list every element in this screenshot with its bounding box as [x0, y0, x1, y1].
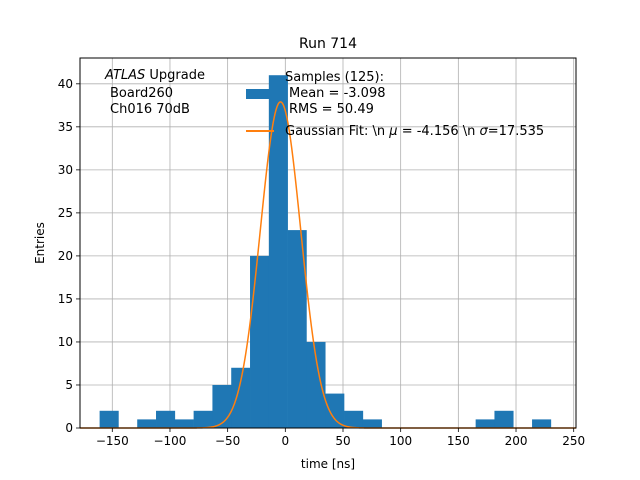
- y-tick-label: 5: [65, 378, 73, 392]
- histogram-bar: [344, 410, 364, 428]
- grid-lines: [80, 58, 576, 429]
- channel-label: Ch016 70dB: [110, 102, 190, 117]
- histogram-bar: [99, 410, 119, 428]
- y-tick-label: 30: [58, 163, 73, 177]
- legend-samples-swatch: [246, 89, 274, 99]
- y-tick-label: 10: [58, 335, 73, 349]
- x-tick-label: 0: [282, 434, 290, 448]
- histogram-bar: [287, 230, 307, 428]
- y-axis-ticks: 0 5 10 15 20 25 30 35 40: [58, 77, 80, 435]
- y-tick-label: 15: [58, 292, 73, 306]
- y-tick-label: 35: [58, 120, 73, 134]
- histogram-bar: [306, 341, 326, 428]
- x-tick-label: −150: [96, 434, 129, 448]
- legend-fit-label: Gaussian Fit: \n μ = -4.156 \n σ=17.535: [285, 124, 544, 139]
- y-tick-label: 0: [65, 421, 73, 435]
- legend-fit-mu: μ: [388, 124, 397, 139]
- x-tick-label: 100: [389, 434, 412, 448]
- histogram-bar: [362, 419, 382, 428]
- histogram-bar: [231, 367, 251, 428]
- histogram-bar: [137, 419, 157, 428]
- histogram-bar: [250, 255, 270, 428]
- legend-fit-suffix: =17.535: [488, 124, 544, 139]
- board-label: Board260: [110, 86, 173, 101]
- histogram-bar: [268, 75, 288, 429]
- legend-fit-prefix: Gaussian Fit: \n: [285, 124, 389, 139]
- y-tick-label: 25: [58, 206, 73, 220]
- histogram-bar: [325, 393, 345, 428]
- y-axis-label: Entries: [33, 222, 47, 264]
- x-axis-ticks: −150 −100 −50 0 50 100 150 200 250: [96, 428, 585, 448]
- chart-title: Run 714: [299, 36, 357, 52]
- upgrade-label: Upgrade: [145, 68, 205, 83]
- legend-samples-line2: Mean = -3.098: [289, 86, 385, 101]
- atlas-upgrade-label: ATLAS Upgrade: [104, 68, 205, 83]
- x-axis-label: time [ns]: [301, 457, 355, 471]
- histogram-bars: [99, 75, 552, 429]
- histogram-bar: [156, 410, 176, 428]
- x-tick-label: 150: [447, 434, 470, 448]
- histogram-bar: [193, 410, 213, 428]
- legend-samples-line3: RMS = 50.49: [289, 102, 374, 117]
- x-tick-label: −100: [153, 434, 186, 448]
- x-tick-label: 200: [505, 434, 528, 448]
- x-tick-label: 50: [335, 434, 350, 448]
- plot-frame: [79, 57, 577, 429]
- legend-fit-mid: = -4.156 \n: [398, 124, 480, 139]
- histogram-bar: [475, 419, 495, 428]
- y-tick-label: 20: [58, 249, 73, 263]
- gaussian-fit-curve: [80, 101, 576, 429]
- x-tick-label: 250: [562, 434, 585, 448]
- x-tick-label: −50: [215, 434, 240, 448]
- histogram-bar: [212, 384, 232, 428]
- y-tick-label: 40: [58, 77, 73, 91]
- histogram-bar: [532, 419, 552, 428]
- legend-fit-sigma: σ: [480, 124, 489, 139]
- histogram-bar: [174, 419, 194, 428]
- legend-samples-line1: Samples (125):: [285, 70, 384, 85]
- histogram-bar: [494, 410, 514, 428]
- atlas-label: ATLAS: [104, 68, 145, 83]
